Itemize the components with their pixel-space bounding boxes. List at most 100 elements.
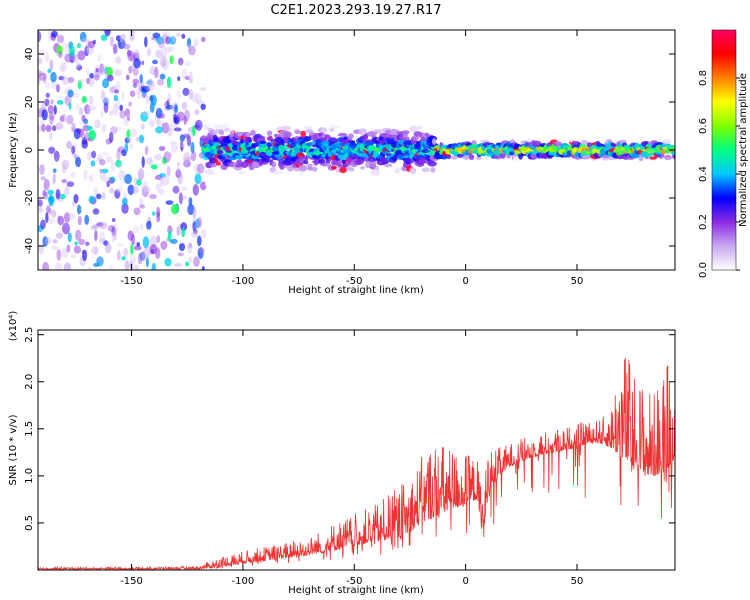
spectrogram-cell	[199, 86, 207, 92]
spectrogram-cell	[281, 125, 291, 131]
spectrogram-cell	[89, 73, 95, 79]
spectrogram-cell	[99, 159, 106, 166]
spectrogram-cell	[78, 238, 86, 246]
spectrogram-cell	[116, 186, 124, 194]
spectrogram-cell	[49, 131, 53, 141]
spectrogram-cell	[77, 50, 86, 61]
spectrogram-cell	[157, 39, 165, 49]
spectrogram-cell	[78, 79, 85, 84]
spectrogram-cell	[210, 163, 218, 168]
spectrogram-cell	[122, 192, 127, 200]
spectrogram-cell	[577, 136, 586, 141]
spectrogram-cell	[394, 167, 400, 174]
spectrogram-cell	[247, 137, 252, 143]
spectrogram-cell	[89, 77, 95, 88]
x-tick-label: -150	[120, 576, 143, 587]
spectrogram-cell	[56, 84, 60, 93]
spectrogram-cell	[382, 121, 389, 128]
snr-plot-area	[38, 357, 675, 570]
spectrogram-cell	[468, 154, 475, 161]
spectrogram-cell	[48, 195, 54, 207]
spectrogram-cell	[109, 110, 114, 116]
spectrogram-y-ticks: -40 -20 0 20 40	[24, 48, 675, 254]
snr-x-ticks: -150 -100 -50 0 50	[120, 330, 583, 587]
spectrogram-cell	[56, 232, 63, 239]
spectrogram-cell	[165, 200, 174, 206]
spectrogram-cell	[303, 126, 313, 130]
spectrogram-cell	[84, 104, 91, 115]
spectrogram-cell	[47, 68, 52, 74]
spectrogram-cell	[163, 151, 171, 163]
colorbar: 0.0 0.2 0.4 0.6 0.8 Normalized spectral ampl…	[698, 29, 749, 278]
spectrogram-cell	[55, 122, 64, 131]
spectrogram-cell	[192, 184, 199, 196]
spectrogram-cell	[55, 188, 61, 200]
spectrogram-cell	[177, 57, 184, 66]
spectrogram-cell	[337, 132, 348, 137]
spectrogram-cell	[124, 173, 132, 185]
spectrogram-cell	[73, 194, 79, 204]
spectrogram-cell	[42, 261, 50, 270]
spectrogram-cell	[171, 204, 179, 215]
spectrogram-cell	[238, 170, 246, 175]
spectrogram-cell	[146, 78, 155, 87]
spectrogram-cell	[197, 235, 202, 247]
spectrogram-cell	[51, 245, 59, 251]
spectrogram-cell	[146, 80, 154, 85]
spectrogram-cell	[495, 151, 501, 156]
spectrogram-cell	[132, 78, 140, 85]
colorbar-tick-label: 0.2	[698, 214, 709, 230]
spectrogram-cell	[563, 158, 571, 164]
spectrogram-cell	[96, 256, 104, 267]
spectrogram-cell	[159, 56, 167, 68]
colorbar-label: Normalized spectral amplitude	[738, 73, 749, 227]
spectrogram-cell	[66, 181, 75, 188]
spectrogram-cell	[185, 261, 190, 267]
spectrogram-cell	[52, 239, 58, 244]
spectrogram-cell	[61, 179, 67, 184]
spectrogram-cell	[482, 157, 489, 161]
spectrogram-cell	[271, 161, 277, 168]
spectrogram-cell	[111, 85, 119, 90]
spectrogram-cell	[109, 187, 115, 194]
spectrogram-cell	[140, 111, 149, 122]
spectrogram-cell	[56, 34, 65, 44]
spectrogram-cell	[44, 98, 50, 107]
spectrogram-cell	[145, 257, 149, 268]
spectrogram-cell	[38, 31, 42, 42]
spectrogram-cell	[84, 45, 89, 57]
snr-x-axis-label: Height of straight line (km)	[288, 585, 424, 596]
spectrogram-cell	[40, 219, 46, 230]
spectrogram-cell	[410, 169, 415, 174]
spectrogram-cell	[127, 184, 135, 196]
spectrogram-cell	[215, 161, 222, 166]
spectrogram-cell	[142, 180, 149, 192]
spectrogram-cell	[180, 140, 184, 151]
spectrogram-cell	[669, 146, 675, 151]
spectrogram-cell	[94, 119, 101, 129]
spectrogram-cell	[138, 172, 144, 182]
spectrogram-cell	[123, 247, 128, 257]
spectrogram-cell	[86, 125, 93, 131]
spectrogram-cell	[124, 260, 130, 270]
spectrogram-cell	[201, 266, 205, 270]
spectrogram-cell	[94, 74, 100, 81]
x-tick-label: -50	[346, 576, 362, 587]
spectrogram-cell	[99, 63, 104, 74]
spectrogram-cell	[117, 242, 124, 247]
spectrogram-cell	[109, 36, 114, 47]
spectrogram-cell	[117, 38, 126, 50]
spectrogram-cell	[580, 140, 589, 145]
spectrogram-cell	[236, 159, 243, 165]
spectrogram-cell	[331, 165, 338, 170]
spectrogram-cell	[109, 177, 115, 184]
spectrogram-cell	[132, 225, 140, 233]
spectrogram-cell	[506, 154, 511, 159]
spectrogram-cell	[276, 156, 282, 159]
spectrogram-cell	[348, 167, 355, 172]
spectrogram-cell	[173, 113, 177, 124]
spectrogram-cell	[278, 144, 285, 152]
spectrogram-cell	[373, 119, 380, 125]
spectrogram-cell	[44, 237, 52, 245]
spectrogram-cell	[136, 178, 142, 186]
